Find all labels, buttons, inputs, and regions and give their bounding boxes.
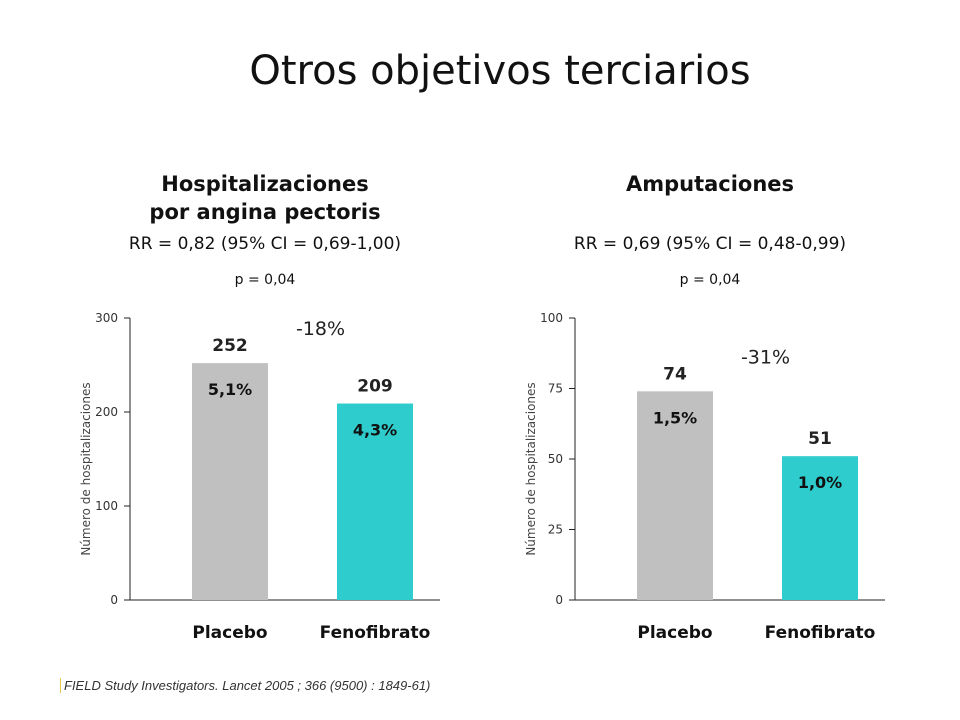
x-category-label: Fenofibrato bbox=[765, 623, 876, 643]
p-value-label: p = 0,04 bbox=[679, 272, 741, 288]
bar-placebo bbox=[192, 363, 268, 600]
chart-title: Hospitalizaciones por angina pectoris bbox=[55, 170, 475, 226]
chart-title-line-2: por angina pectoris bbox=[149, 200, 381, 224]
y-tick-label: 50 bbox=[548, 452, 563, 466]
y-tick-label: 200 bbox=[95, 405, 118, 419]
bar-fenofibrato bbox=[782, 456, 858, 600]
panel-amputaciones: Amputaciones RR = 0,69 (95% CI = 0,48-0,… bbox=[500, 170, 920, 288]
bar-percent-label: 1,5% bbox=[653, 408, 697, 427]
bar-fenofibrato bbox=[337, 403, 413, 600]
relative-risk-label: RR = 0,82 (95% CI = 0,69-1,00) bbox=[128, 234, 402, 254]
y-axis-label: Número de hospitalizaciones bbox=[524, 382, 538, 555]
y-tick-label: 0 bbox=[110, 593, 118, 607]
difference-label: -31% bbox=[741, 346, 790, 368]
y-tick-label: 300 bbox=[95, 311, 118, 325]
bar-percent-label: 4,3% bbox=[353, 421, 397, 440]
bar-value-label: 209 bbox=[357, 377, 393, 397]
bar-percent-label: 5,1% bbox=[208, 380, 252, 399]
bar-placebo bbox=[637, 391, 713, 600]
y-tick-label: 100 bbox=[95, 499, 118, 513]
y-tick-label: 75 bbox=[548, 382, 563, 396]
y-tick-label: 25 bbox=[548, 523, 563, 537]
bar-percent-label: 1,0% bbox=[798, 473, 842, 492]
bar-value-label: 51 bbox=[808, 429, 832, 449]
chart-title-line-1: Hospitalizaciones bbox=[161, 172, 369, 196]
x-category-label: Fenofibrato bbox=[320, 623, 431, 643]
y-tick-label: 100 bbox=[540, 311, 563, 325]
relative-risk-label: RR = 0,69 (95% CI = 0,48-0,99) bbox=[573, 234, 847, 254]
chart-title: Amputaciones bbox=[500, 170, 920, 226]
y-tick-label: 0 bbox=[555, 593, 563, 607]
difference-label: -18% bbox=[296, 318, 345, 340]
y-axis-label: Número de hospitalizaciones bbox=[79, 382, 93, 555]
page-title: Otros objetivos terciarios bbox=[249, 48, 751, 94]
x-category-label: Placebo bbox=[637, 623, 712, 643]
citation-footnote: FIELD Study Investigators. Lancet 2005 ;… bbox=[60, 678, 430, 693]
chart-title-line-1: Amputaciones bbox=[625, 172, 795, 196]
panel-hospitalizaciones: Hospitalizaciones por angina pectoris RR… bbox=[55, 170, 475, 288]
bar-chart-hospitalizaciones: 0 100 200 300 Número de hospitalizaciones 252… bbox=[79, 311, 440, 643]
bar-value-label: 252 bbox=[212, 336, 248, 356]
bar-chart-amputaciones: 0 25 50 75 100 Número de hospitalizaciones 74 1… bbox=[524, 311, 885, 643]
x-category-label: Placebo bbox=[192, 623, 267, 643]
bar-value-label: 74 bbox=[663, 364, 687, 384]
p-value-label: p = 0,04 bbox=[234, 272, 296, 288]
